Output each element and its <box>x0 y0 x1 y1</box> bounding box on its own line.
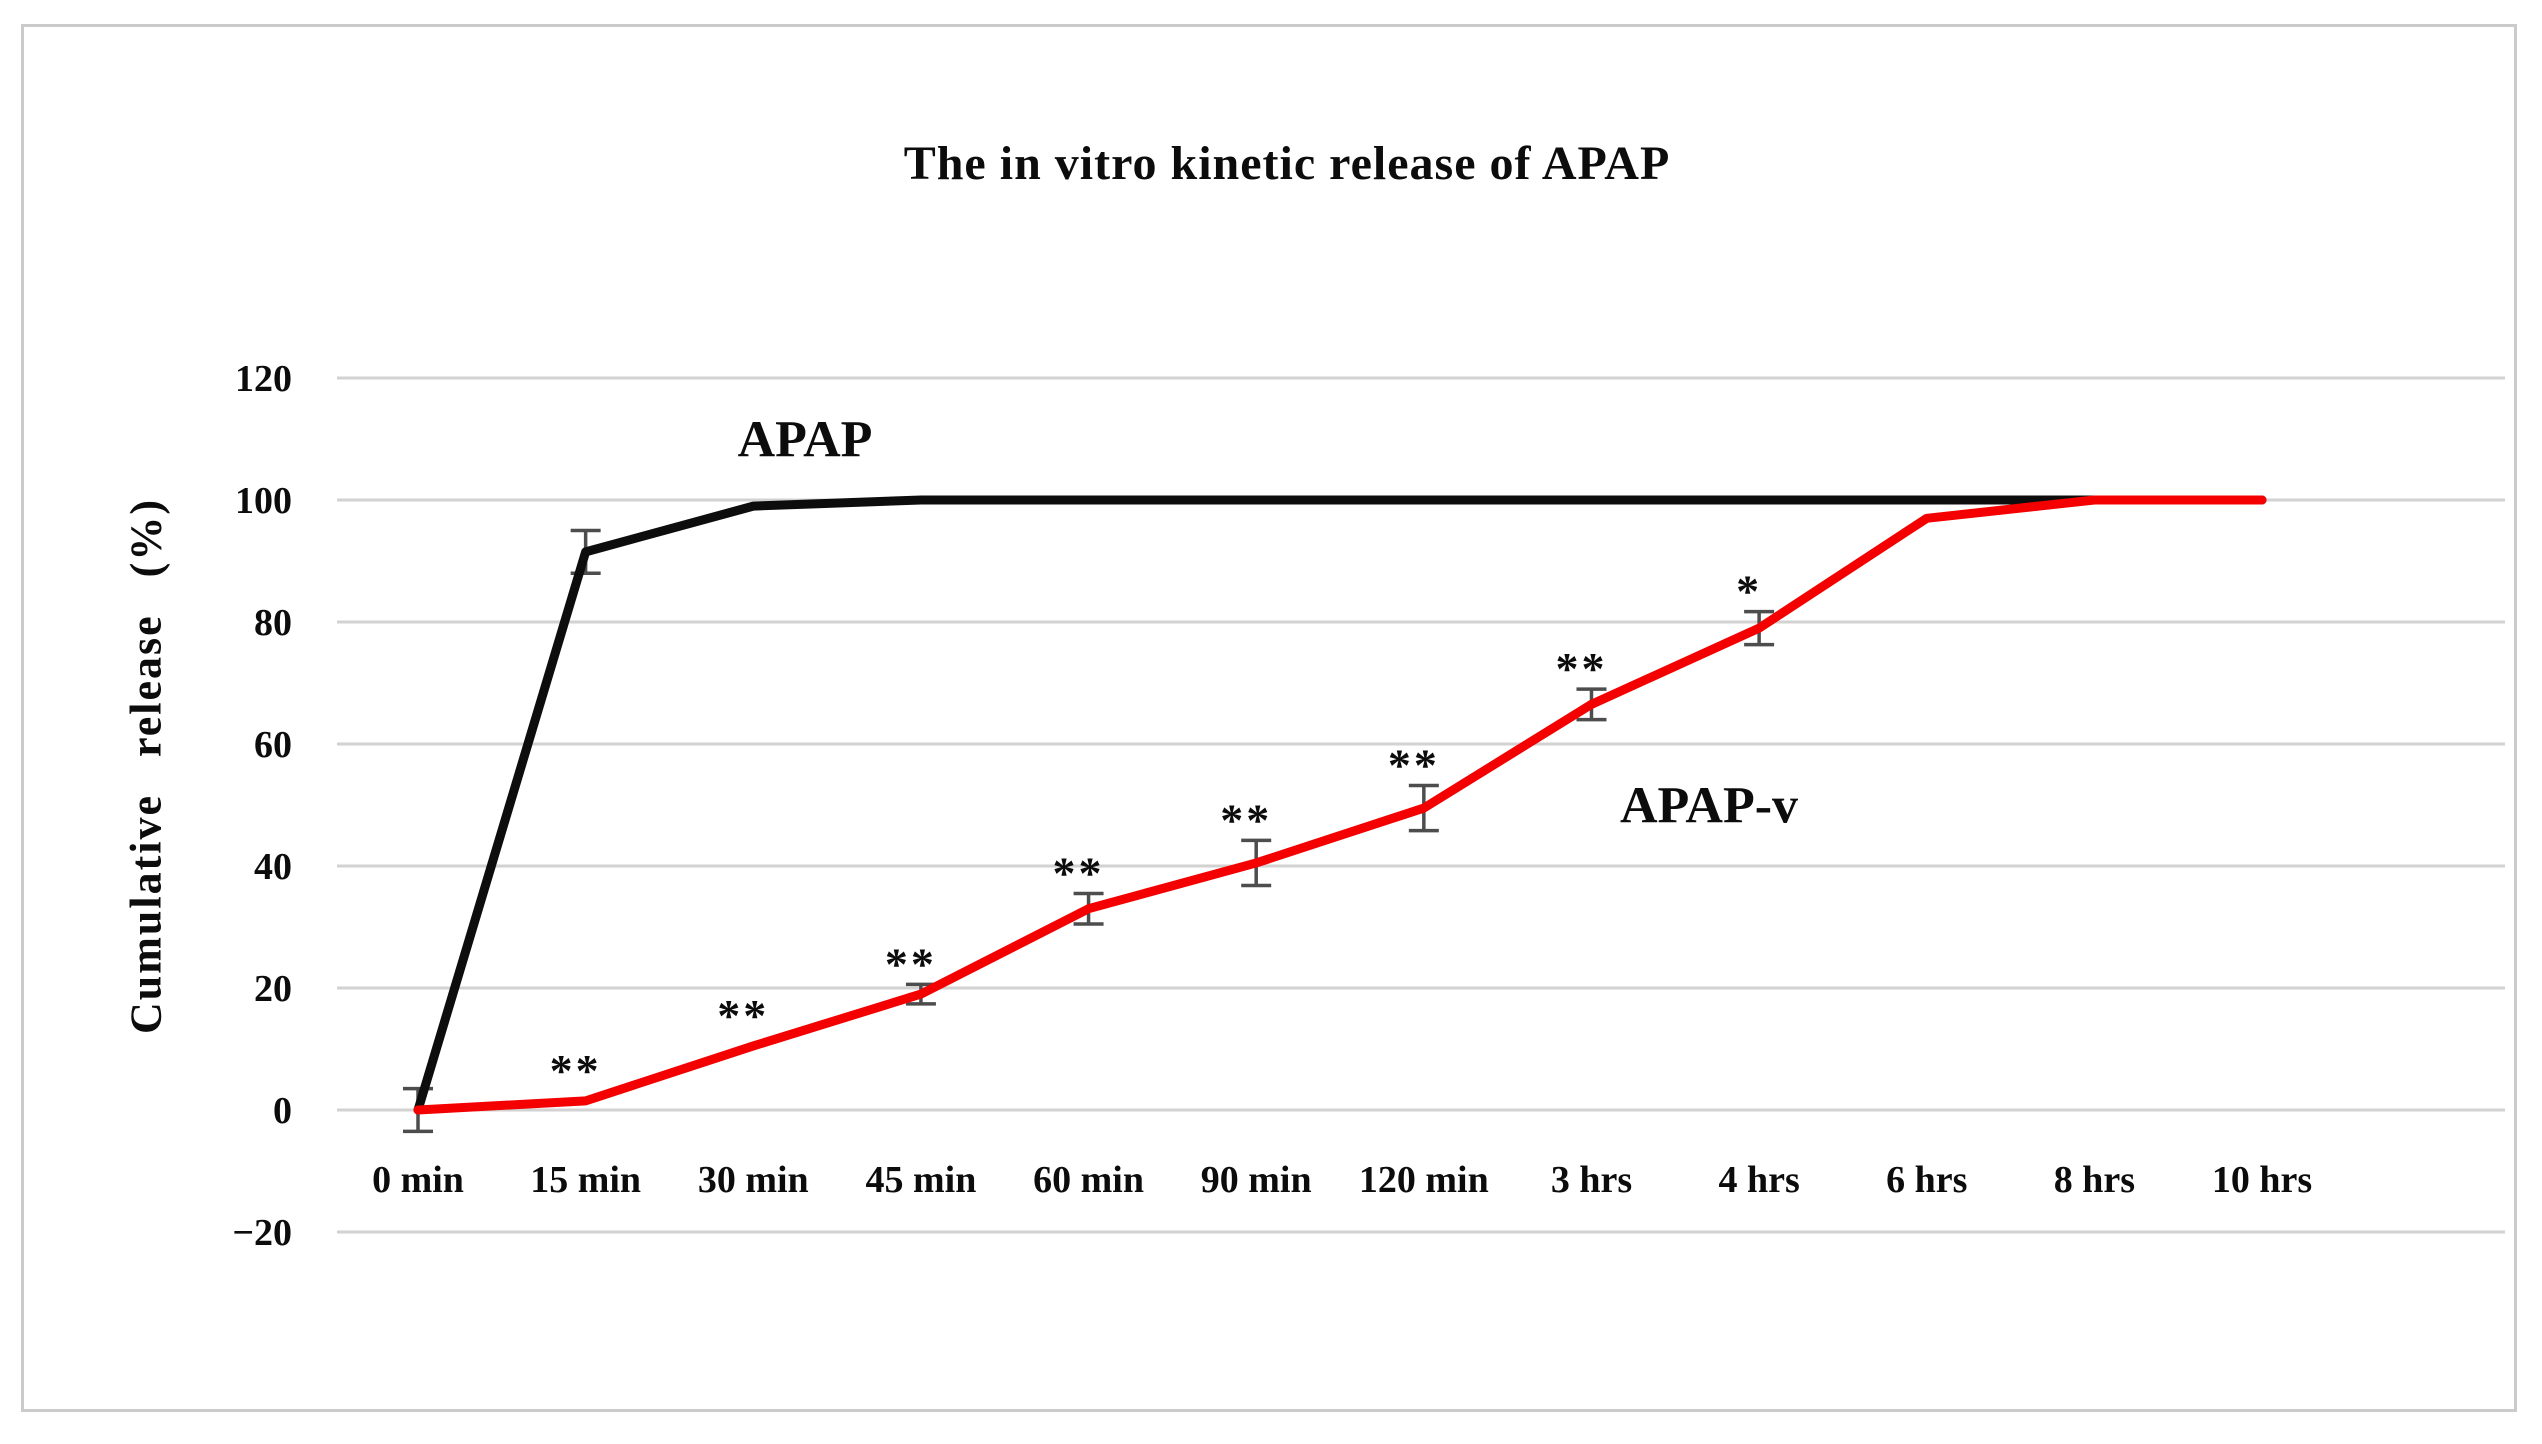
x-tick-label-120-min: 120 min <box>1359 1159 1489 1201</box>
x-tick-label-8-hrs: 8 hrs <box>2054 1159 2135 1201</box>
x-tick-label-3-hrs: 3 hrs <box>1551 1159 1632 1201</box>
series-label-apap: APAP <box>737 411 873 469</box>
series-label-apap-v: APAP-v <box>1619 777 1799 835</box>
y-tick-label-60: 60 <box>254 724 292 766</box>
y-tick-label-40: 40 <box>254 846 292 888</box>
x-tick-label-45-min: 45 min <box>865 1159 976 1201</box>
x-tick-label-30-min: 30 min <box>698 1159 809 1201</box>
x-tick-label-60-min: 60 min <box>1033 1159 1144 1201</box>
y-tick-label-100: 100 <box>235 480 292 522</box>
x-tick-label-4-hrs: 4 hrs <box>1718 1159 1799 1201</box>
significance-marker-120-min: ** <box>1388 739 1440 790</box>
chart-title: The in vitro kinetic release of APAP <box>903 137 1671 190</box>
y-tick-label-0: 0 <box>273 1090 292 1132</box>
significance-marker-30-min: ** <box>717 990 769 1041</box>
y-tick-label--20: −20 <box>232 1212 292 1254</box>
significance-marker-90-min: ** <box>1220 794 1272 845</box>
y-axis-title: Cumulative release (%) <box>121 498 171 1034</box>
significance-marker-15-min: ** <box>550 1045 602 1096</box>
significance-marker-3-hrs: ** <box>1555 643 1607 694</box>
x-tick-label-6-hrs: 6 hrs <box>1886 1159 1967 1201</box>
series-line-apap-v <box>413 495 2267 1115</box>
figure-border <box>21 24 2517 1412</box>
y-tick-label-20: 20 <box>254 968 292 1010</box>
significance-marker-60-min: ** <box>1053 847 1105 898</box>
x-tick-label-90-min: 90 min <box>1201 1159 1312 1201</box>
significance-marker-45-min: ** <box>885 938 937 989</box>
y-tick-label-120: 120 <box>235 358 292 400</box>
x-tick-label-15-min: 15 min <box>530 1159 641 1201</box>
x-tick-label-10-hrs: 10 hrs <box>2212 1159 2312 1201</box>
significance-marker-4-hrs: * <box>1736 566 1762 617</box>
series-line-apap <box>413 495 2267 1115</box>
x-tick-label-0-min: 0 min <box>372 1159 464 1201</box>
y-tick-label-80: 80 <box>254 602 292 644</box>
